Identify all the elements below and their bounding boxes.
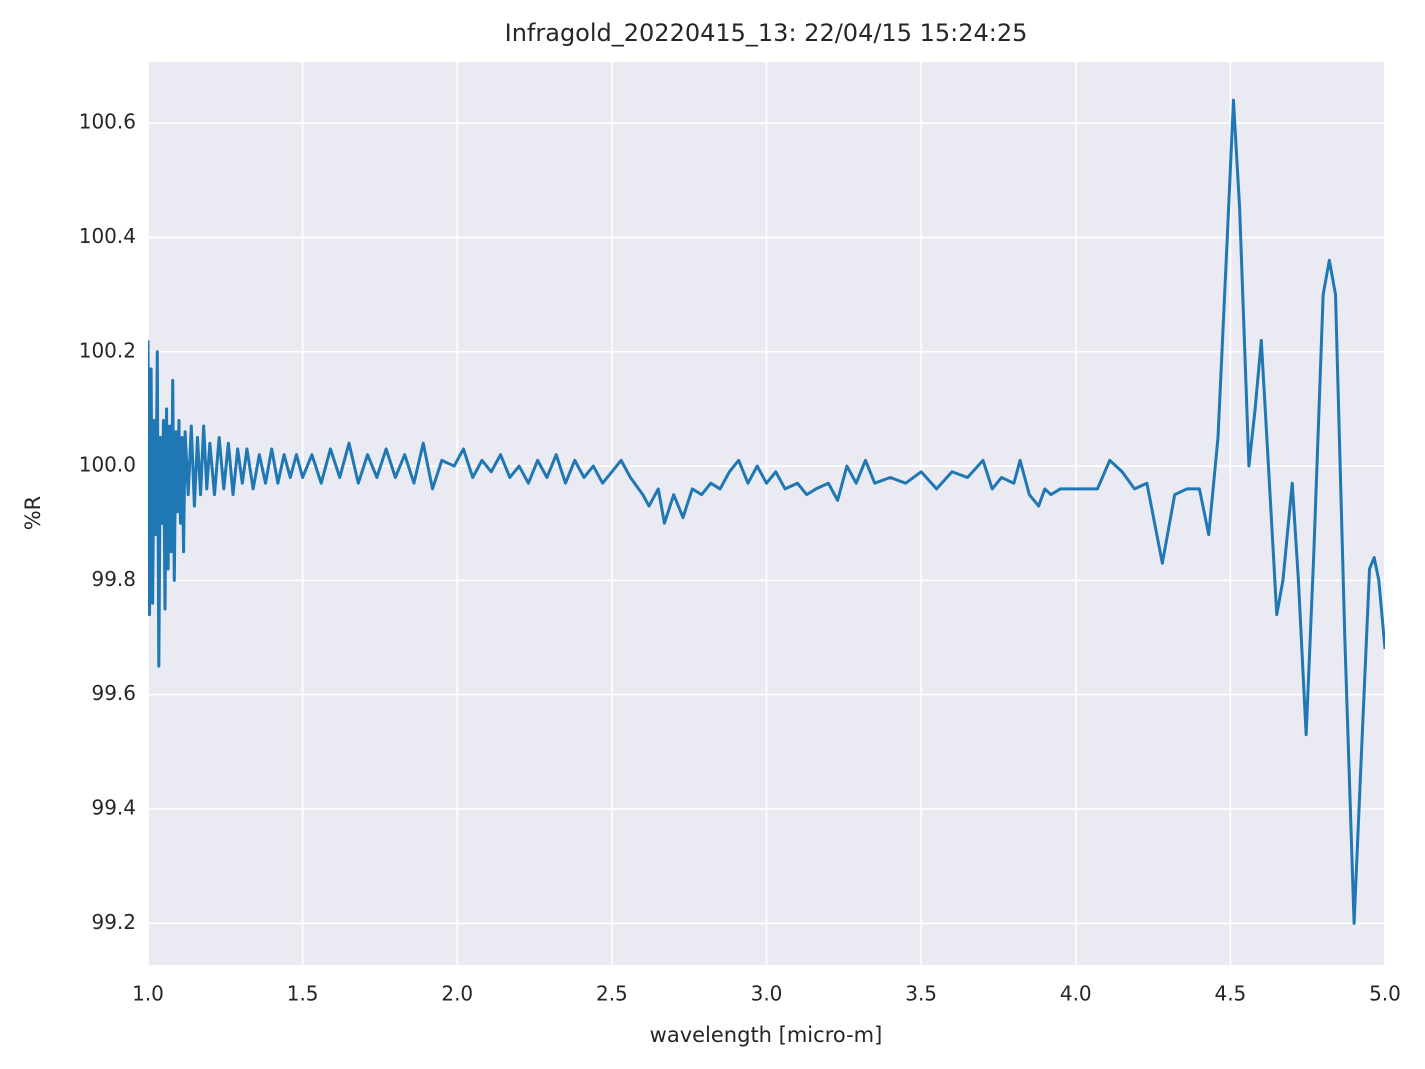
- x-axis-label: wavelength [micro-m]: [650, 1023, 883, 1047]
- y-tick-label: 100.4: [79, 224, 136, 248]
- y-axis-label: %R: [21, 496, 45, 531]
- x-tick-label: 3.0: [751, 982, 783, 1006]
- x-tick-label: 3.5: [905, 982, 937, 1006]
- grid: [147, 62, 1386, 965]
- y-tick-label: 100.0: [79, 453, 136, 477]
- y-tick-label: 99.2: [91, 910, 136, 934]
- y-tick-label: 99.6: [91, 681, 136, 705]
- y-tick-label: 99.8: [91, 567, 136, 591]
- x-tick-label: 1.5: [287, 982, 319, 1006]
- x-tick-label: 5.0: [1369, 982, 1401, 1006]
- y-tick-label: 99.4: [91, 795, 136, 819]
- y-tick-label: 100.2: [79, 338, 136, 362]
- x-tick-label: 2.5: [596, 982, 628, 1006]
- x-tick-label: 2.0: [441, 982, 473, 1006]
- chart-title: Infragold_20220415_13: 22/04/15 15:24:25: [505, 19, 1028, 47]
- x-tick-label: 1.0: [132, 982, 164, 1006]
- x-tick-label: 4.0: [1060, 982, 1092, 1006]
- x-tick-label: 4.5: [1214, 982, 1246, 1006]
- data-line: [148, 98, 1385, 925]
- y-tick-label: 100.6: [79, 110, 136, 134]
